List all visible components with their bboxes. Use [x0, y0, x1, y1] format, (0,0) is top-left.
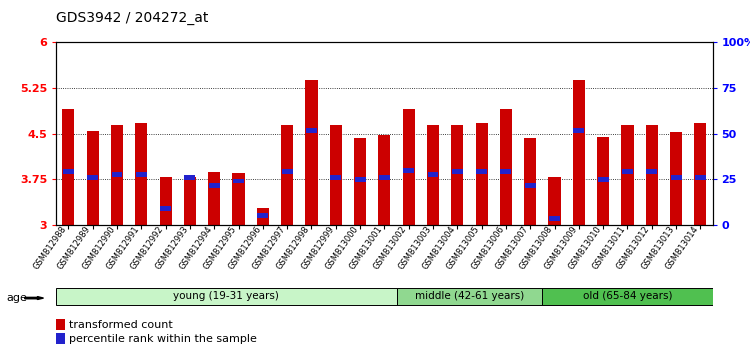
Bar: [355, 177, 365, 182]
Bar: [136, 172, 147, 177]
Text: GSM812990: GSM812990: [80, 225, 117, 272]
Bar: [427, 125, 439, 225]
Text: GSM812995: GSM812995: [202, 225, 238, 272]
Text: GSM813000: GSM813000: [323, 225, 360, 272]
Bar: [282, 170, 292, 175]
Text: GSM813005: GSM813005: [445, 225, 482, 272]
Text: GSM813012: GSM813012: [615, 225, 652, 272]
Text: GSM812988: GSM812988: [32, 225, 68, 272]
Text: age: age: [6, 293, 27, 303]
Bar: [548, 177, 560, 225]
Bar: [330, 175, 341, 180]
Bar: [112, 172, 122, 177]
Text: GSM813008: GSM813008: [518, 225, 554, 272]
Bar: [233, 179, 244, 183]
Text: GSM812999: GSM812999: [299, 225, 336, 272]
Bar: [397, 288, 542, 305]
Bar: [525, 183, 536, 188]
Text: young (19-31 years): young (19-31 years): [173, 291, 279, 302]
Text: transformed count: transformed count: [69, 320, 172, 330]
Bar: [378, 135, 391, 225]
Text: GSM812996: GSM812996: [226, 225, 262, 272]
Bar: [281, 125, 293, 225]
Text: GSM813010: GSM813010: [567, 225, 603, 272]
Bar: [184, 177, 196, 225]
Text: GSM812991: GSM812991: [105, 225, 141, 272]
Bar: [257, 213, 268, 218]
Bar: [404, 168, 414, 172]
Bar: [160, 177, 172, 225]
Text: GSM812992: GSM812992: [129, 225, 166, 272]
Text: GSM812994: GSM812994: [178, 225, 214, 272]
Text: GSM813006: GSM813006: [470, 225, 506, 272]
Bar: [87, 175, 98, 180]
Bar: [354, 138, 366, 225]
Bar: [452, 170, 463, 175]
Bar: [476, 123, 488, 225]
Text: GDS3942 / 204272_at: GDS3942 / 204272_at: [56, 11, 208, 25]
Text: GSM813011: GSM813011: [591, 225, 628, 272]
Bar: [256, 209, 269, 225]
Bar: [403, 109, 415, 225]
Bar: [111, 125, 123, 225]
Bar: [670, 175, 682, 180]
Bar: [63, 170, 74, 175]
Bar: [646, 125, 658, 225]
Text: old (65-84 years): old (65-84 years): [583, 291, 672, 302]
Bar: [621, 125, 634, 225]
Text: GSM813004: GSM813004: [421, 225, 458, 272]
Bar: [209, 183, 220, 188]
Text: GSM812993: GSM812993: [154, 225, 190, 272]
Bar: [330, 125, 342, 225]
Bar: [597, 137, 609, 225]
Bar: [573, 80, 585, 225]
Bar: [500, 109, 512, 225]
Bar: [427, 172, 439, 177]
Bar: [622, 170, 633, 175]
Text: percentile rank within the sample: percentile rank within the sample: [69, 334, 256, 344]
Bar: [500, 170, 512, 175]
Bar: [695, 175, 706, 180]
Bar: [524, 138, 536, 225]
Bar: [646, 170, 657, 175]
Bar: [62, 109, 74, 225]
Bar: [135, 123, 148, 225]
Bar: [452, 125, 464, 225]
Text: GSM812998: GSM812998: [275, 225, 311, 272]
Bar: [160, 206, 171, 211]
Text: GSM812997: GSM812997: [251, 225, 287, 272]
Bar: [209, 172, 220, 225]
Text: GSM813001: GSM813001: [348, 225, 384, 272]
Bar: [306, 128, 317, 133]
Bar: [56, 288, 397, 305]
Bar: [184, 175, 196, 180]
Bar: [549, 216, 560, 221]
Text: GSM813014: GSM813014: [664, 225, 700, 272]
Text: GSM813007: GSM813007: [494, 225, 530, 272]
Bar: [87, 131, 99, 225]
Text: GSM813009: GSM813009: [542, 225, 579, 272]
Bar: [573, 128, 584, 133]
Text: GSM812989: GSM812989: [56, 225, 93, 272]
Text: GSM813013: GSM813013: [640, 225, 676, 272]
Bar: [379, 175, 390, 180]
Text: GSM813002: GSM813002: [372, 225, 409, 272]
Bar: [305, 80, 317, 225]
Bar: [670, 132, 682, 225]
Bar: [694, 123, 706, 225]
Bar: [542, 288, 712, 305]
Text: GSM813003: GSM813003: [397, 225, 433, 272]
Text: middle (42-61 years): middle (42-61 years): [415, 291, 524, 302]
Bar: [232, 173, 244, 225]
Bar: [598, 177, 608, 182]
Bar: [476, 170, 487, 175]
